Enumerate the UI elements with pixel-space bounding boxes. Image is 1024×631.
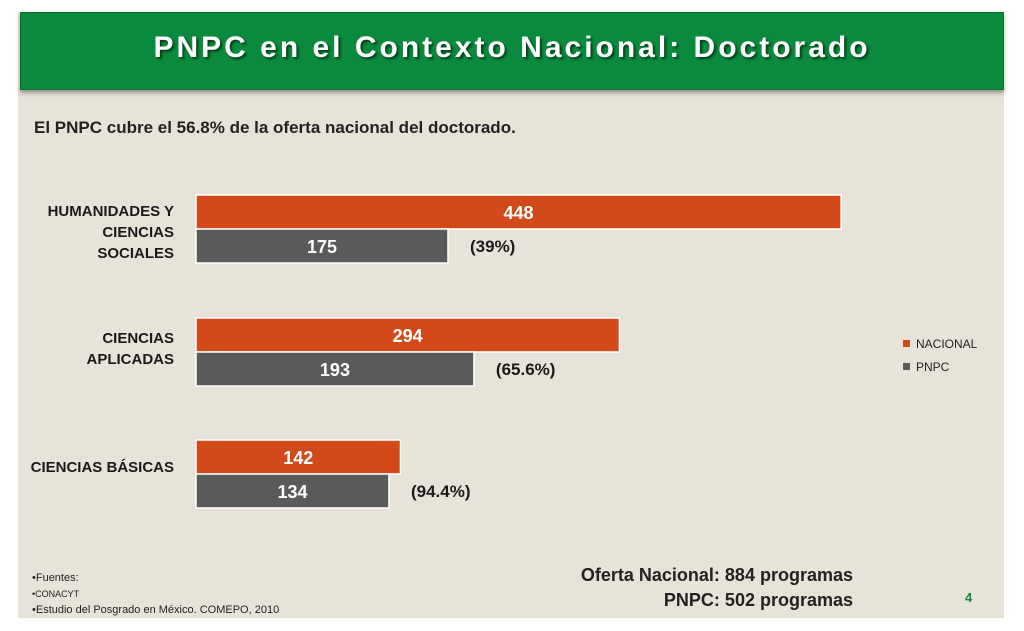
legend: NACIONAL PNPC bbox=[903, 332, 977, 378]
data-label-pnpc-2: 134 bbox=[277, 482, 307, 502]
bar-pnpc-0 bbox=[195, 228, 449, 264]
category-label-humanidades: HUMANIDADES Y CIENCIAS SOCIALES bbox=[24, 201, 174, 264]
legend-label-pnpc: PNPC bbox=[916, 359, 950, 374]
total-pnpc: PNPC: 502 programas bbox=[663, 590, 853, 610]
source-item: •Estudio del Posgrado en México. COMEPO,… bbox=[32, 604, 280, 616]
slide-background bbox=[18, 12, 1004, 618]
category-label-text: CIENCIAS APLICADAS bbox=[86, 330, 174, 368]
data-label-pnpc-0: 175 bbox=[307, 237, 337, 257]
data-label-nacional-2: 142 bbox=[283, 448, 313, 468]
source-item: •CONACYT bbox=[32, 589, 80, 599]
page-number: 4 bbox=[965, 590, 973, 605]
data-label-pnpc-1: 193 bbox=[320, 360, 350, 380]
legend-swatch-pnpc bbox=[903, 363, 910, 370]
coverage-annotation-0: (39%) bbox=[470, 237, 515, 256]
category-label-text: HUMANIDADES Y CIENCIAS SOCIALES bbox=[47, 203, 174, 262]
bar-pnpc-1 bbox=[195, 351, 475, 387]
totals-summary: Oferta Nacional: 884 programas PNPC: 502… bbox=[581, 563, 853, 613]
sources-heading: •Fuentes: bbox=[32, 572, 79, 584]
category-label-aplicadas: CIENCIAS APLICADAS bbox=[24, 328, 174, 370]
data-label-nacional-0: 448 bbox=[504, 203, 534, 223]
coverage-annotation-2: (94.4%) bbox=[411, 482, 471, 501]
legend-item-pnpc: PNPC bbox=[903, 355, 977, 378]
coverage-annotation-1: (65.6%) bbox=[496, 360, 556, 379]
subtitle: El PNPC cubre el 56.8% de la oferta naci… bbox=[34, 118, 516, 137]
data-label-nacional-1: 294 bbox=[393, 326, 423, 346]
legend-item-nacional: NACIONAL bbox=[903, 332, 977, 355]
category-label-text: CIENCIAS BÁSICAS bbox=[30, 459, 174, 476]
category-label-basicas: CIENCIAS BÁSICAS bbox=[24, 457, 174, 478]
legend-label-nacional: NACIONAL bbox=[916, 336, 978, 351]
title-bar: PNPC en el Contexto Nacional: Doctorado bbox=[20, 12, 1004, 90]
bar-pnpc-2 bbox=[195, 473, 390, 509]
page-title: PNPC en el Contexto Nacional: Doctorado bbox=[153, 31, 871, 64]
bar-nacional-0 bbox=[195, 194, 842, 230]
total-nacional: Oferta Nacional: 884 programas bbox=[580, 565, 853, 585]
legend-swatch-nacional bbox=[903, 340, 910, 347]
sources: •Fuentes: •CONACYT •Estudio del Posgrado… bbox=[32, 570, 279, 618]
bar-nacional-2 bbox=[195, 439, 402, 475]
